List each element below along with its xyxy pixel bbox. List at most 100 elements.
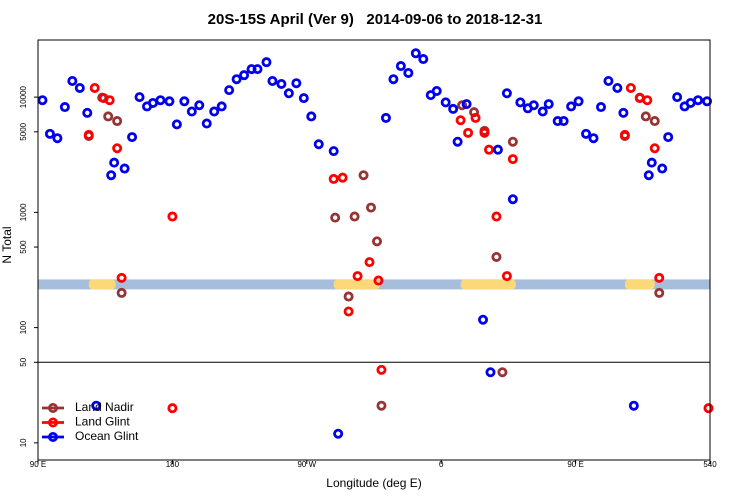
point	[376, 400, 387, 411]
point	[59, 102, 70, 113]
point	[376, 364, 387, 375]
point	[216, 101, 227, 112]
point	[388, 74, 399, 85]
point	[349, 211, 360, 222]
point	[581, 128, 592, 139]
point	[116, 272, 127, 283]
point	[306, 111, 317, 122]
point	[343, 306, 354, 317]
band-highlight	[624, 279, 655, 290]
x-tick-label: 90 W	[297, 460, 316, 469]
point	[83, 129, 94, 140]
point	[155, 95, 166, 106]
point	[693, 95, 704, 106]
point	[127, 132, 138, 143]
point	[52, 133, 63, 144]
y-tick-label: 50	[19, 357, 28, 366]
point	[491, 251, 502, 262]
point	[343, 291, 354, 302]
point	[371, 236, 382, 247]
point	[672, 92, 683, 103]
point	[267, 75, 278, 86]
point	[507, 194, 518, 205]
point	[37, 95, 48, 106]
x-tick-label: 90 E	[30, 460, 46, 469]
point	[702, 96, 713, 107]
point	[497, 367, 508, 378]
point	[452, 136, 463, 147]
band-highlight	[88, 279, 116, 290]
y-axis-title: N Total	[0, 226, 14, 263]
point	[654, 287, 665, 298]
x-axis-title: Longitude (deg E)	[326, 476, 421, 490]
plot-frame	[37, 39, 711, 461]
point	[366, 202, 377, 213]
point	[194, 100, 205, 111]
point	[595, 102, 606, 113]
point	[515, 97, 526, 108]
point	[463, 127, 474, 138]
point	[328, 173, 339, 184]
point	[457, 100, 468, 111]
point	[703, 403, 714, 414]
band-highlight	[333, 279, 380, 290]
point	[74, 82, 85, 93]
x-tick-label: 540	[703, 460, 717, 469]
legend-label: Land Nadir	[75, 400, 134, 414]
legend-marker	[48, 431, 59, 442]
point	[298, 93, 309, 104]
point	[112, 116, 123, 127]
point	[649, 143, 660, 154]
legend-label: Ocean Glint	[75, 429, 139, 443]
point	[134, 92, 145, 103]
point	[654, 272, 665, 283]
point	[103, 111, 114, 122]
point	[106, 170, 117, 181]
point	[82, 107, 93, 118]
point	[543, 99, 554, 110]
legend-label: Land Glint	[75, 415, 130, 429]
point	[455, 115, 466, 126]
point	[418, 54, 429, 65]
point	[252, 64, 263, 75]
point	[209, 106, 220, 117]
point	[625, 82, 636, 93]
y-tick-label: 1000	[19, 203, 28, 221]
point	[119, 163, 130, 174]
legend-marker	[48, 417, 59, 428]
point	[479, 127, 490, 138]
point	[164, 96, 175, 107]
point	[109, 157, 120, 168]
point	[116, 287, 127, 298]
point	[537, 106, 548, 117]
point	[395, 61, 406, 72]
point	[485, 367, 496, 378]
point	[528, 100, 539, 111]
point	[283, 88, 294, 99]
point	[657, 163, 668, 174]
point	[167, 403, 178, 414]
point	[628, 400, 639, 411]
point	[179, 96, 190, 107]
point	[171, 119, 182, 130]
point	[478, 314, 489, 325]
point	[588, 133, 599, 144]
point	[112, 143, 123, 154]
point	[431, 85, 442, 96]
point	[201, 118, 212, 129]
y-tick-label: 100	[19, 320, 28, 334]
x-tick-label: 0	[439, 460, 444, 469]
point	[410, 48, 421, 59]
point	[403, 67, 414, 78]
point	[261, 57, 272, 68]
point	[104, 95, 115, 106]
point	[373, 275, 384, 286]
point	[291, 78, 302, 89]
point	[483, 144, 494, 155]
point	[313, 139, 324, 150]
point	[663, 132, 674, 143]
point	[276, 78, 287, 89]
band-highlight	[460, 279, 516, 290]
point	[558, 116, 569, 127]
point	[364, 257, 375, 268]
